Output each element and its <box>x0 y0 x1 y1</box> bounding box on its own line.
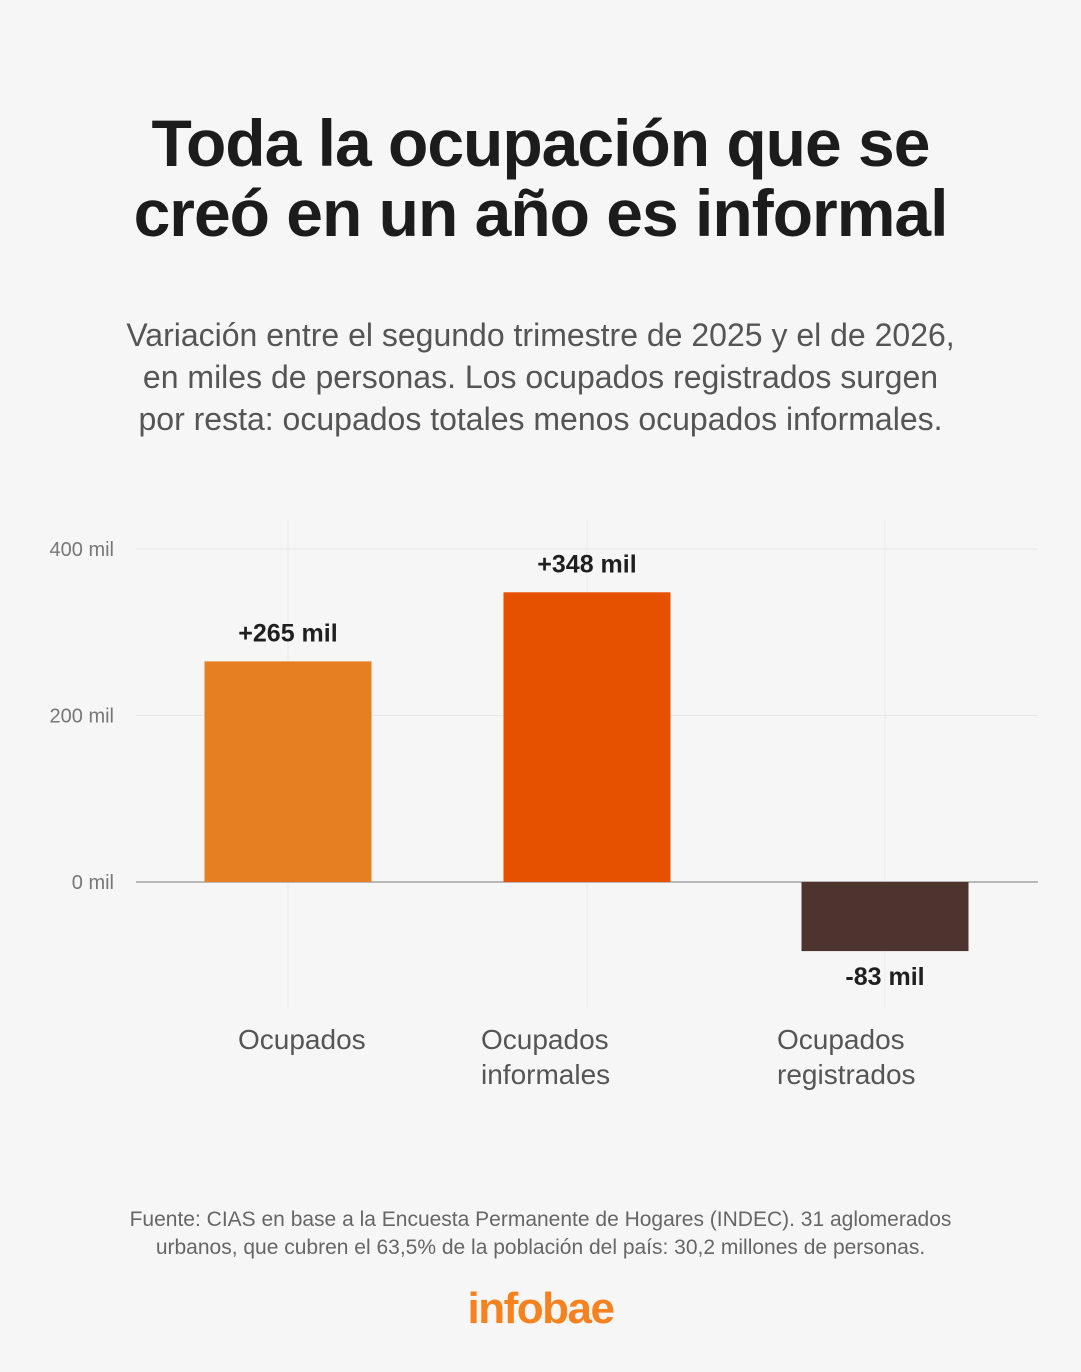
source-line-1: Fuente: CIAS en base a la Encuesta Perma… <box>129 1208 952 1231</box>
title-line-2: creó en un año es informal <box>133 176 949 250</box>
data-label: -83 mil <box>845 963 924 991</box>
bar <box>503 592 671 882</box>
data-label: +265 mil <box>238 619 337 647</box>
subtitle-line-3: por resta: ocupados totales menos ocupad… <box>138 401 943 437</box>
x-category-label: Ocupados <box>481 1024 609 1055</box>
x-category-label: registrados <box>777 1059 916 1090</box>
infobae-logo: infobae <box>467 1284 615 1333</box>
bar <box>204 661 372 882</box>
chart-subtitle: Variación entre el segundo trimestre de … <box>60 314 1021 440</box>
bar-chart: 0 mil 200 mil 400 mil +265 mil Ocupados +348 … <box>50 520 1038 1090</box>
title-line-1: Toda la ocupación que se <box>151 106 931 180</box>
source-note: Fuente: CIAS en base a la Encuesta Perma… <box>60 1206 1021 1262</box>
x-category-label: Ocupados <box>777 1024 905 1055</box>
chart-title: Toda la ocupación que se creó en un año … <box>0 108 1081 248</box>
data-label: +348 mil <box>537 550 636 578</box>
subtitle-line-1: Variación entre el segundo trimestre de … <box>126 317 955 353</box>
bar <box>801 882 969 952</box>
y-tick-label: 200 mil <box>50 706 114 728</box>
x-category-label: Ocupados <box>238 1024 366 1055</box>
source-line-2: urbanos, que cubren el 63,5% de la pobla… <box>155 1236 926 1259</box>
subtitle-line-2: en miles de personas. Los ocupados regis… <box>142 359 939 395</box>
y-tick-label: 0 mil <box>72 872 114 894</box>
y-tick-label: 400 mil <box>50 539 114 561</box>
x-category-label: informales <box>481 1059 610 1090</box>
